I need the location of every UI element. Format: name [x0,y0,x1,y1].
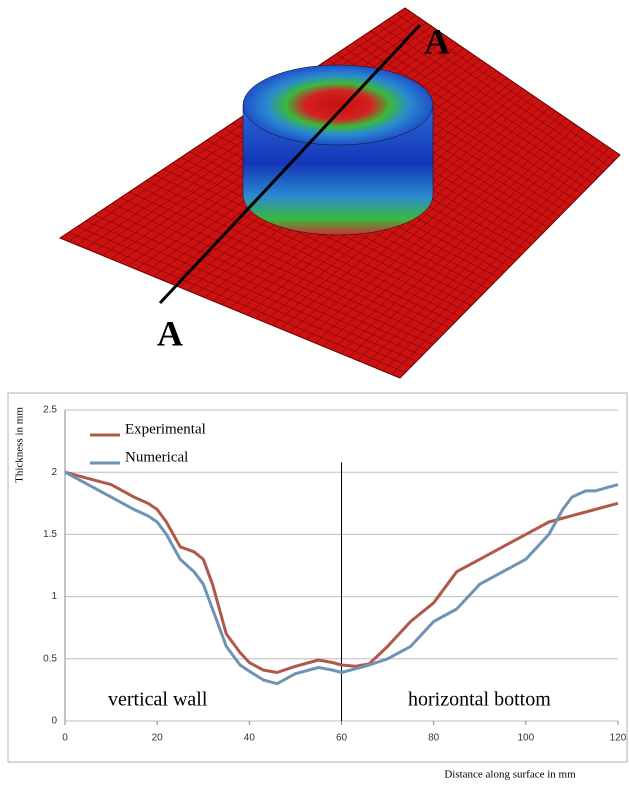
y-tick-label: 0.5 [43,653,57,664]
x-tick-label: 20 [152,733,164,744]
y-tick-label: 0 [51,716,57,727]
cylinder [243,65,433,235]
annotation: horizontal bottom [408,689,551,711]
x-tick-label: 40 [244,733,256,744]
x-tick-label: 0 [62,733,68,744]
x-axis-label: Distance along surface in mm [444,769,576,781]
section-label: A [157,313,183,353]
y-axis-label: Thickness in mm [14,407,26,483]
y-tick-label: 1 [51,591,57,602]
y-tick-label: 2 [51,467,57,478]
x-tick-label: 100 [517,733,534,744]
x-tick-label: 80 [428,733,440,744]
annotation: vertical wall [108,689,208,711]
cylinder-top [243,65,433,145]
x-tick-label: 120 [610,733,627,744]
legend-label: Numerical [125,449,188,465]
figure: A A 0 0.5 1 1.5 2 2.5 0 20 40 60 80 100 120 Experimen… [0,0,629,785]
y-tick-label: 1.5 [43,529,57,540]
legend-label: Experimental [125,421,206,437]
y-tick-label: 2.5 [43,405,57,416]
section-label: A [424,21,450,61]
x-tick-label: 60 [336,733,348,744]
